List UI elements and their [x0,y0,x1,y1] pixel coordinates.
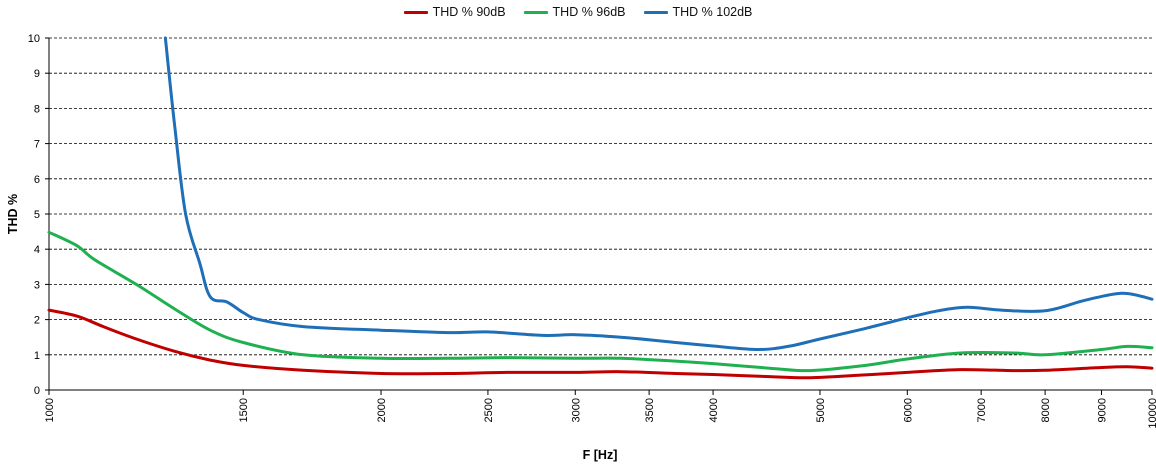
x-tick-label: 5000 [815,398,827,422]
y-tick-label: 2 [34,315,40,327]
x-tick-label: 3500 [644,398,656,422]
legend-label-90db: THD % 90dB [432,5,506,19]
series-layer [47,36,1154,380]
legend-swatch-90db [403,10,428,14]
x-tick-label: 2500 [483,398,495,422]
x-tick-label: 9000 [1097,398,1109,422]
y-axis-title: THD % [6,194,20,234]
x-tick-label: 2000 [376,398,388,422]
legend-swatch-96db [523,10,548,14]
legend-swatch-102db [643,10,668,14]
y-tick-label: 8 [34,103,40,115]
legend-label-96db: THD % 96dB [552,5,626,19]
x-axis-title: F [Hz] [583,448,618,462]
x-tick-label: 7000 [976,398,988,422]
x-tick-label: 6000 [902,398,914,422]
series-line-96db [47,230,1154,373]
x-tick-label: 1500 [238,398,250,422]
legend-item-90db: THD % 90dB [403,5,506,19]
y-tick-label: 7 [34,139,40,151]
y-tick-label: 5 [34,209,40,221]
y-tick-label: 3 [34,279,40,291]
y-tick-label: 9 [34,68,40,80]
legend-item-96db: THD % 96dB [523,5,626,19]
legend-item-102db: THD % 102dB [643,5,753,19]
x-tick-label: 1000 [44,398,56,422]
x-tick-label: 8000 [1040,398,1052,422]
chart-legend: THD % 90dB THD % 96dB THD % 102dB [0,5,1156,19]
grid-layer [49,37,1152,356]
y-tick-label: 6 [34,174,40,186]
y-tick-label: 4 [34,244,40,256]
x-tick-label: 4000 [708,398,720,422]
x-tick-label: 3000 [570,398,582,422]
label-layer: 0 1 2 3 4 5 6 7 8 9 10 1000 1500 2000 2500 3000 3500 4000… [28,33,1156,429]
series-line-102db [163,36,1154,351]
y-tick-label: 1 [34,350,40,362]
y-tick-label: 0 [34,385,40,397]
legend-label-102db: THD % 102dB [672,5,753,19]
x-tick-label: 10000 [1147,398,1156,429]
series-line-90db [47,308,1154,380]
y-tick-label: 10 [28,33,40,45]
axis-layer [45,37,1153,395]
